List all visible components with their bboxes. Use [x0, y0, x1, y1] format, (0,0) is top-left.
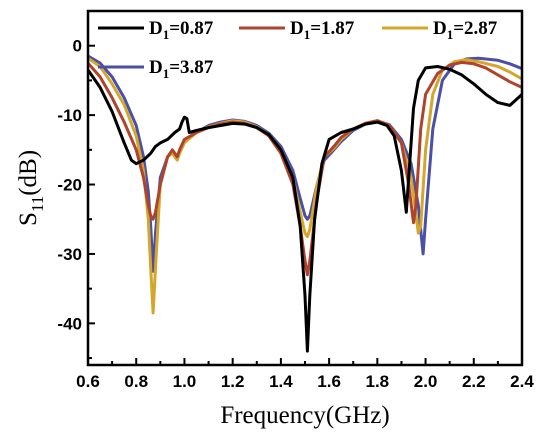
y-axis-label-base: S — [15, 212, 42, 226]
x-axis-label: Frequency(GHz) — [220, 402, 389, 429]
x-tick-label: 0.8 — [124, 372, 148, 391]
y-axis-label-sub: 11 — [28, 196, 47, 212]
legend-label-base: D — [149, 57, 163, 78]
legend-label-1: D1=0.87 — [149, 18, 214, 42]
x-tick-label: 0.6 — [76, 372, 100, 391]
legend-label-rest: =0.87 — [169, 18, 214, 39]
y-tick-label: -20 — [57, 176, 82, 195]
legend-label-2: D1=1.87 — [290, 18, 355, 42]
legend-label-base: D — [433, 18, 447, 39]
x-tick-label: 2.4 — [510, 372, 534, 391]
legend-label-rest: =2.87 — [453, 18, 498, 39]
x-tick-label: 2.2 — [462, 372, 486, 391]
legend-label-4: D1=3.87 — [149, 57, 214, 81]
x-tick-label: 1.4 — [269, 372, 293, 391]
legend-label-sub: 1 — [304, 27, 311, 42]
y-tick-label: 0 — [73, 37, 82, 56]
legend-label-sub: 1 — [163, 27, 170, 42]
x-tick-label: 1.6 — [317, 372, 341, 391]
y-tick-label: -40 — [57, 314, 82, 333]
series-line-2 — [88, 60, 522, 277]
legend-label-3: D1=2.87 — [433, 18, 498, 42]
y-axis-label: S11(dB) — [15, 150, 47, 226]
legend-label-rest: =3.87 — [169, 57, 214, 78]
series-line-1 — [88, 65, 522, 353]
legend-label-base: D — [149, 18, 163, 39]
legend-label-sub: 1 — [163, 66, 170, 81]
legend-label-base: D — [290, 18, 304, 39]
legend-label-sub: 1 — [447, 27, 454, 42]
y-axis-label-rest: (dB) — [15, 150, 42, 196]
y-tick-label: -10 — [57, 106, 82, 125]
y-tick-label: -30 — [57, 245, 82, 264]
x-tick-label: 1.2 — [221, 372, 245, 391]
legend-label-rest: =1.87 — [310, 18, 355, 39]
series-line-4 — [88, 54, 522, 273]
x-tick-label: 1.8 — [366, 372, 390, 391]
x-tick-label: 2.0 — [414, 372, 438, 391]
x-tick-label: 1.0 — [173, 372, 197, 391]
series-layer — [88, 54, 522, 353]
tick-layer: 0.6 0.8 1.0 1.2 1.4 1.6 1.8 2.0 2.2 2.4 0 -10 -20 -30… — [57, 37, 534, 391]
